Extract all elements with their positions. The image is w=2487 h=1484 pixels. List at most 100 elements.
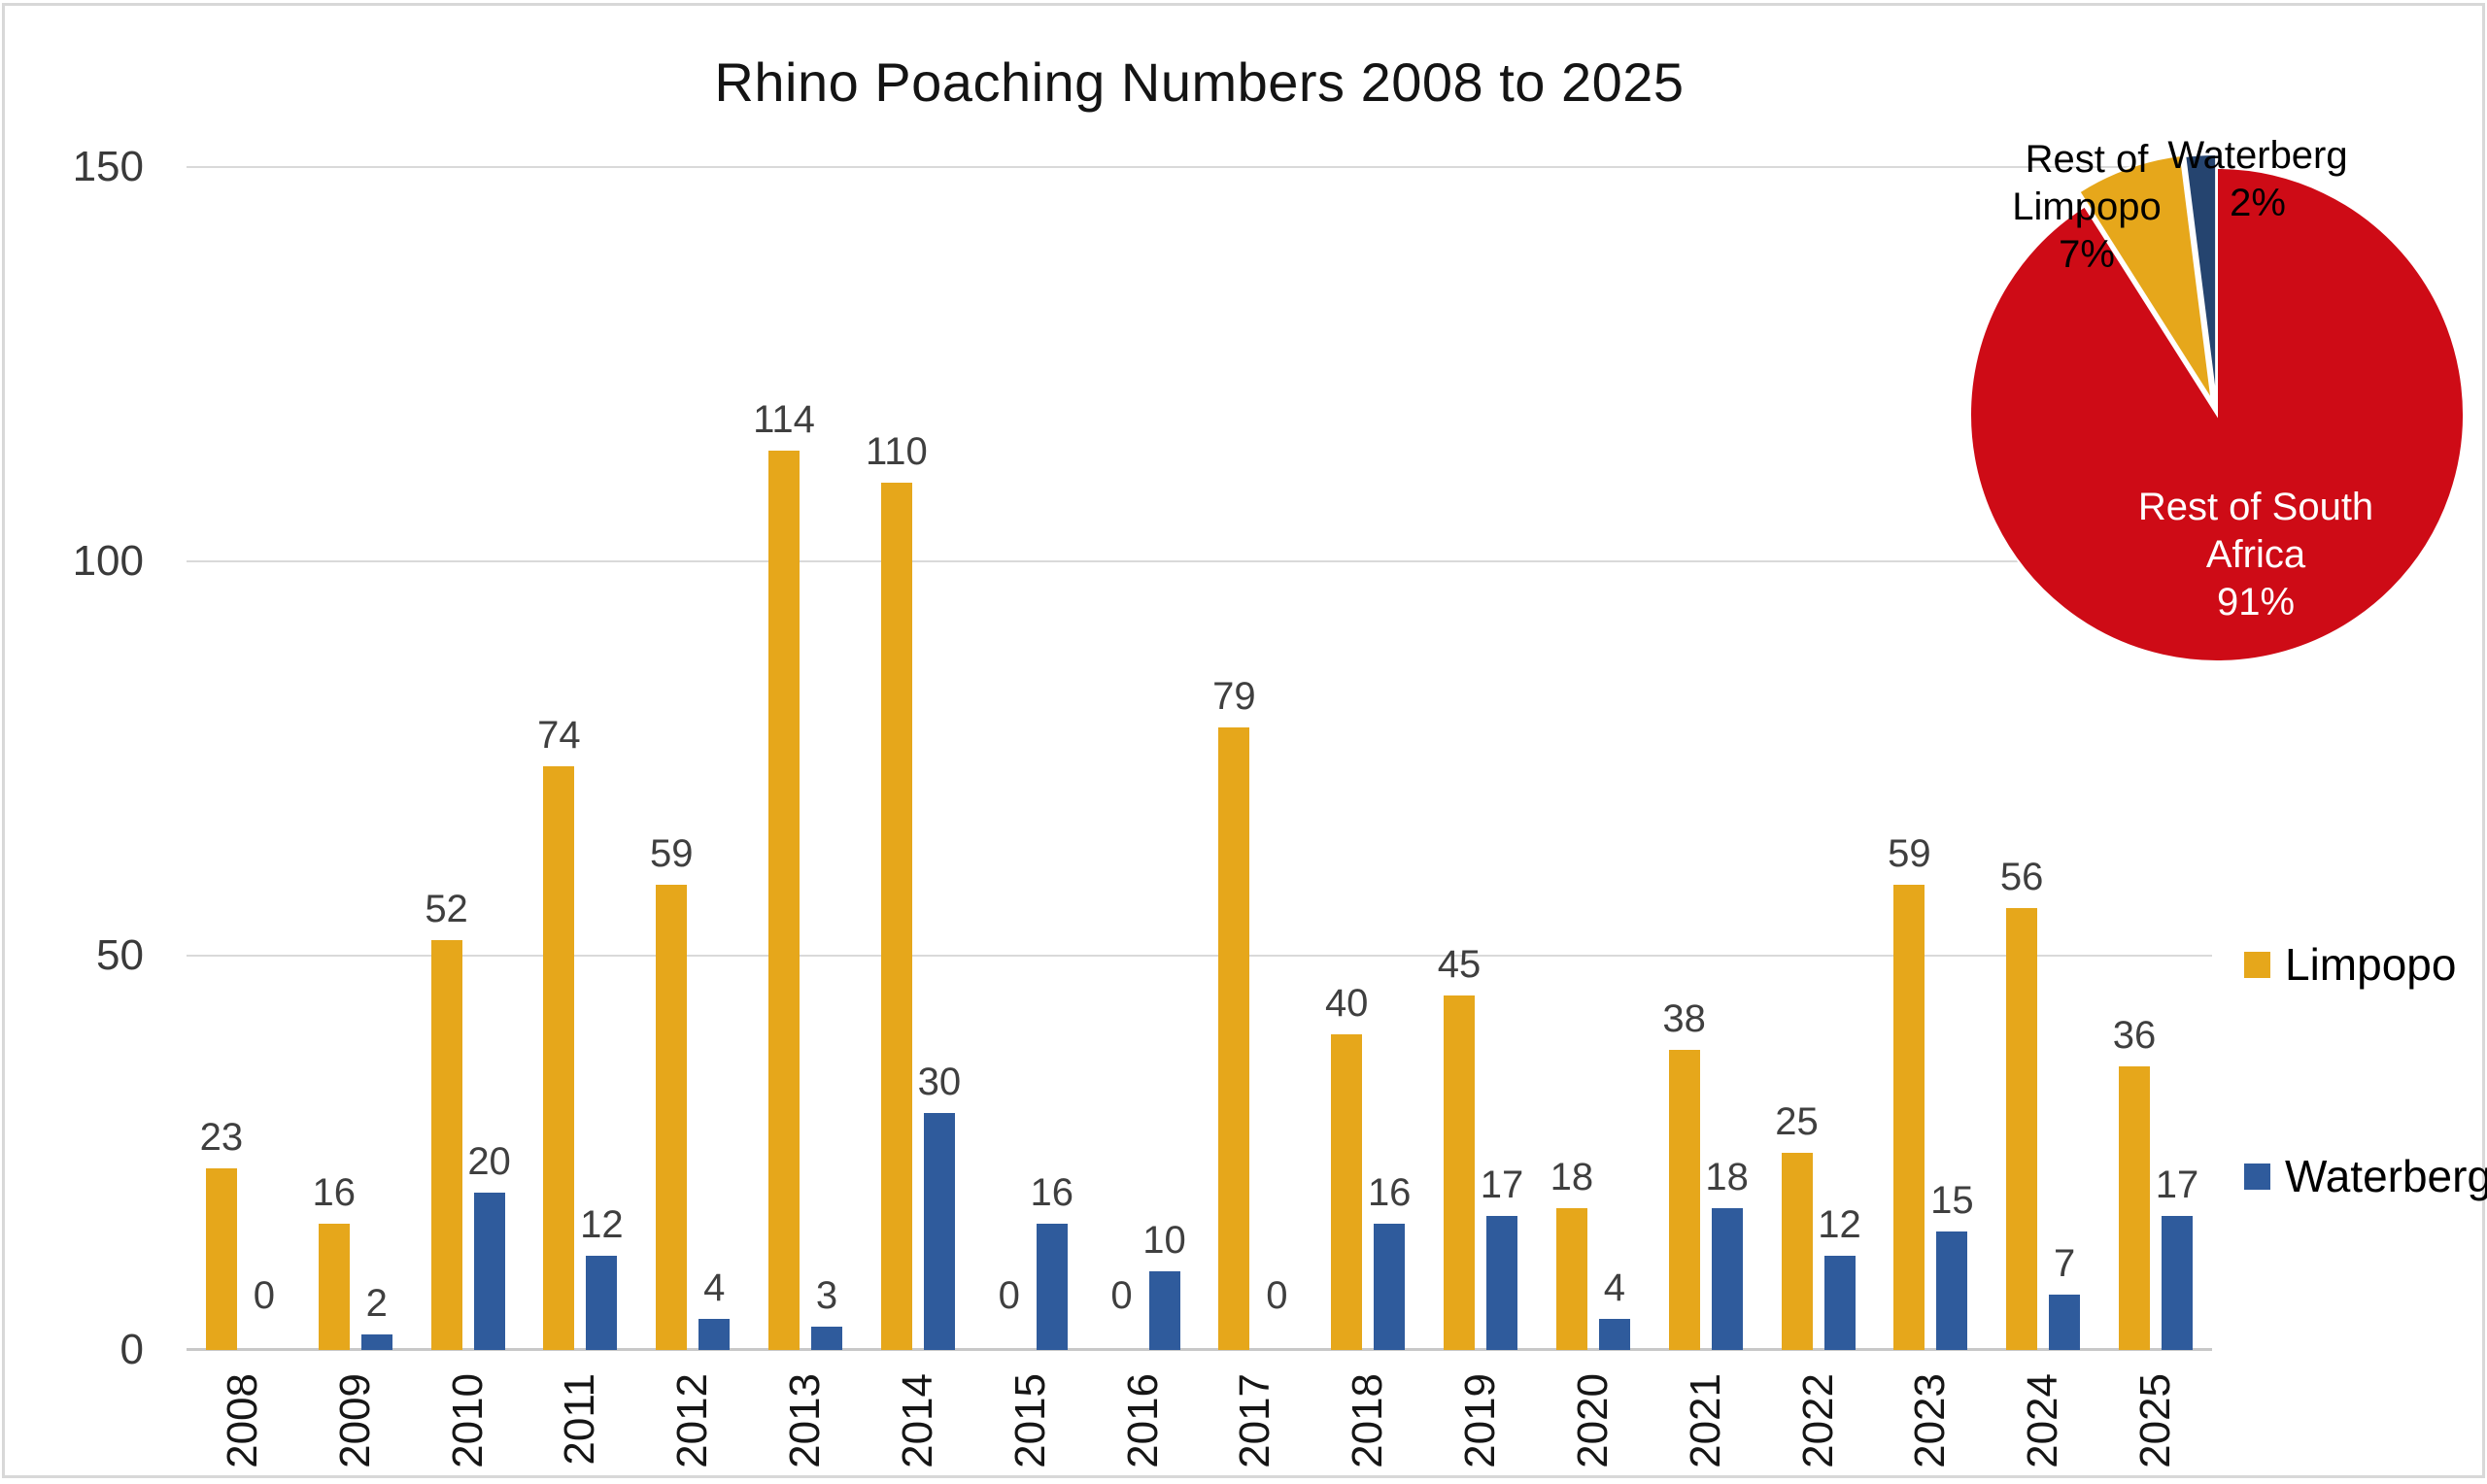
waterberg-bar-2020: 4	[1598, 1266, 1630, 1350]
value-label: 0	[1110, 1274, 1133, 1317]
value-label: 18	[1705, 1155, 1749, 1198]
bar-group-2014: 110 30 2014	[862, 167, 974, 1468]
bar-group-2015: 0 16 2015	[974, 167, 1087, 1468]
value-label: 59	[1888, 831, 1931, 875]
pie-slice-waterberg	[2184, 153, 2218, 402]
value-label: 12	[580, 1202, 624, 1246]
value-label: 59	[649, 831, 694, 875]
value-label: 38	[1662, 997, 1706, 1041]
value-label: 23	[199, 1116, 244, 1160]
value-label: 110	[865, 429, 928, 473]
bar-group-2008: 23 0 2008	[187, 167, 299, 1468]
value-label: 56	[1999, 856, 2044, 899]
limpopo-bar-2012: 59	[650, 832, 693, 1350]
y-tick-label: 50	[96, 931, 144, 979]
x-tick-label-2022: 2022	[1793, 1373, 1842, 1468]
value-label: 0	[1266, 1274, 1288, 1317]
waterberg-bar-2010: 20	[467, 1140, 511, 1350]
waterberg-bar-2019: 17	[1481, 1164, 1523, 1350]
value-label: 114	[753, 398, 815, 442]
bar-group-2024: 56 7 2024	[1987, 167, 2099, 1468]
value-label: 16	[1367, 1171, 1412, 1215]
value-label: 20	[467, 1139, 511, 1183]
limpopo-bar-2024: 56	[2000, 856, 2043, 1350]
bar-group-2017: 79 0 2017	[1199, 167, 1312, 1468]
bar-group-2009: 16 2 2009	[299, 167, 412, 1468]
bar-group-2019: 45 17 2019	[1424, 167, 1537, 1468]
x-tick-label-2013: 2013	[781, 1373, 830, 1468]
value-label: 52	[425, 887, 468, 930]
chart-title: Rhino Poaching Numbers 2008 to 2025	[714, 51, 1685, 113]
value-label: 0	[998, 1274, 1020, 1317]
value-label: 0	[253, 1274, 276, 1317]
x-tick-label-2015: 2015	[1005, 1373, 1054, 1468]
x-tick-label-2024: 2024	[2019, 1373, 2067, 1468]
limpopo-bar-2008: 23	[200, 1116, 243, 1350]
value-label: 18	[1550, 1155, 1594, 1198]
waterberg-bar-2014: 30	[918, 1061, 961, 1350]
legend-label-waterberg: Waterberg	[2285, 1151, 2487, 1201]
value-label: 16	[1030, 1171, 1073, 1215]
waterberg-bar-2024: 7	[2049, 1242, 2081, 1350]
bar-group-2011: 74 12 2011	[524, 167, 636, 1466]
limpopo-bar-2025: 36	[2113, 1014, 2156, 1350]
limpopo-bar-2010: 52	[425, 888, 468, 1350]
x-tick-label-2014: 2014	[893, 1373, 941, 1468]
gridline-0	[187, 1348, 2212, 1351]
legend-item-limpopo: Limpopo	[2244, 938, 2456, 991]
limpopo-bar-2021: 38	[1662, 997, 1706, 1350]
limpopo-bar-2023: 59	[1888, 832, 1931, 1350]
waterberg-bar-2013: 3	[811, 1274, 843, 1350]
gridline-50	[187, 955, 2212, 957]
value-label: 17	[1480, 1163, 1524, 1206]
x-tick-label-2017: 2017	[1231, 1373, 1279, 1468]
value-label: 10	[1142, 1218, 1186, 1262]
bar-series: 23 0 2008 16 2 2009 52 20 2010 74 12 2011 59 4 2012 114…	[187, 167, 2212, 1468]
y-tick-label: 0	[119, 1326, 144, 1373]
pie-slice-rest-of-limpopo	[2078, 153, 2213, 401]
waterberg-bar-2016: 10	[1142, 1219, 1186, 1350]
limpopo-bar-2014: 110	[866, 430, 928, 1350]
value-label: 15	[1930, 1179, 1974, 1223]
waterberg-bar-2025: 17	[2156, 1164, 2198, 1350]
waterberg-bar-2018: 16	[1368, 1171, 1411, 1350]
pie-label-rest-of-limpopo: Rest of Limpopo 7%	[2012, 138, 2162, 276]
limpopo-bar-2022: 25	[1775, 1100, 1819, 1350]
value-label: 36	[2112, 1013, 2157, 1057]
pie-slice-rest-of-south-africa	[1969, 166, 2465, 662]
limpopo-bar-2011: 74	[537, 714, 581, 1350]
bar-group-2021: 38 18 2021	[1650, 167, 1762, 1467]
x-tick-label-2023: 2023	[1906, 1373, 1955, 1468]
x-tick-label-2009: 2009	[330, 1373, 379, 1468]
bar-group-2016: 0 10 2016	[1087, 167, 1200, 1468]
bar-group-2023: 59 15 2023	[1874, 167, 1987, 1468]
bar-group-2010: 52 20 2010	[412, 167, 525, 1468]
waterberg-bar-2012: 4	[698, 1266, 731, 1350]
value-label: 30	[917, 1061, 962, 1104]
bar-group-2022: 25 12 2022	[1762, 167, 1875, 1468]
limpopo-swatch	[2244, 951, 2270, 978]
waterberg-swatch	[2244, 1163, 2270, 1190]
limpopo-bar-2009: 16	[312, 1171, 356, 1350]
value-label: 7	[2054, 1242, 2076, 1286]
x-tick-label-2016: 2016	[1118, 1373, 1167, 1468]
gridline-100	[187, 560, 2212, 562]
bar-group-2012: 59 4 2012	[636, 167, 749, 1468]
limpopo-bar-2017: 79	[1212, 675, 1256, 1350]
x-tick-label-2011: 2011	[556, 1373, 604, 1466]
x-tick-label-2012: 2012	[668, 1373, 717, 1468]
limpopo-bar-2018: 40	[1325, 982, 1368, 1350]
x-tick-label-2018: 2018	[1344, 1373, 1392, 1468]
waterberg-bar-2021: 18	[1705, 1156, 1749, 1350]
value-label: 12	[1818, 1202, 1861, 1246]
waterberg-bar-2009: 2	[360, 1282, 392, 1350]
value-label: 74	[537, 714, 581, 758]
value-label: 17	[2155, 1163, 2199, 1206]
y-tick-label: 100	[72, 537, 144, 585]
value-label: 3	[815, 1273, 838, 1317]
gridline-150	[187, 166, 2142, 168]
bar-group-2018: 40 16 2018	[1312, 167, 1424, 1468]
waterberg-bar-2015: 16	[1030, 1171, 1073, 1350]
waterberg-bar-2011: 12	[580, 1203, 624, 1350]
